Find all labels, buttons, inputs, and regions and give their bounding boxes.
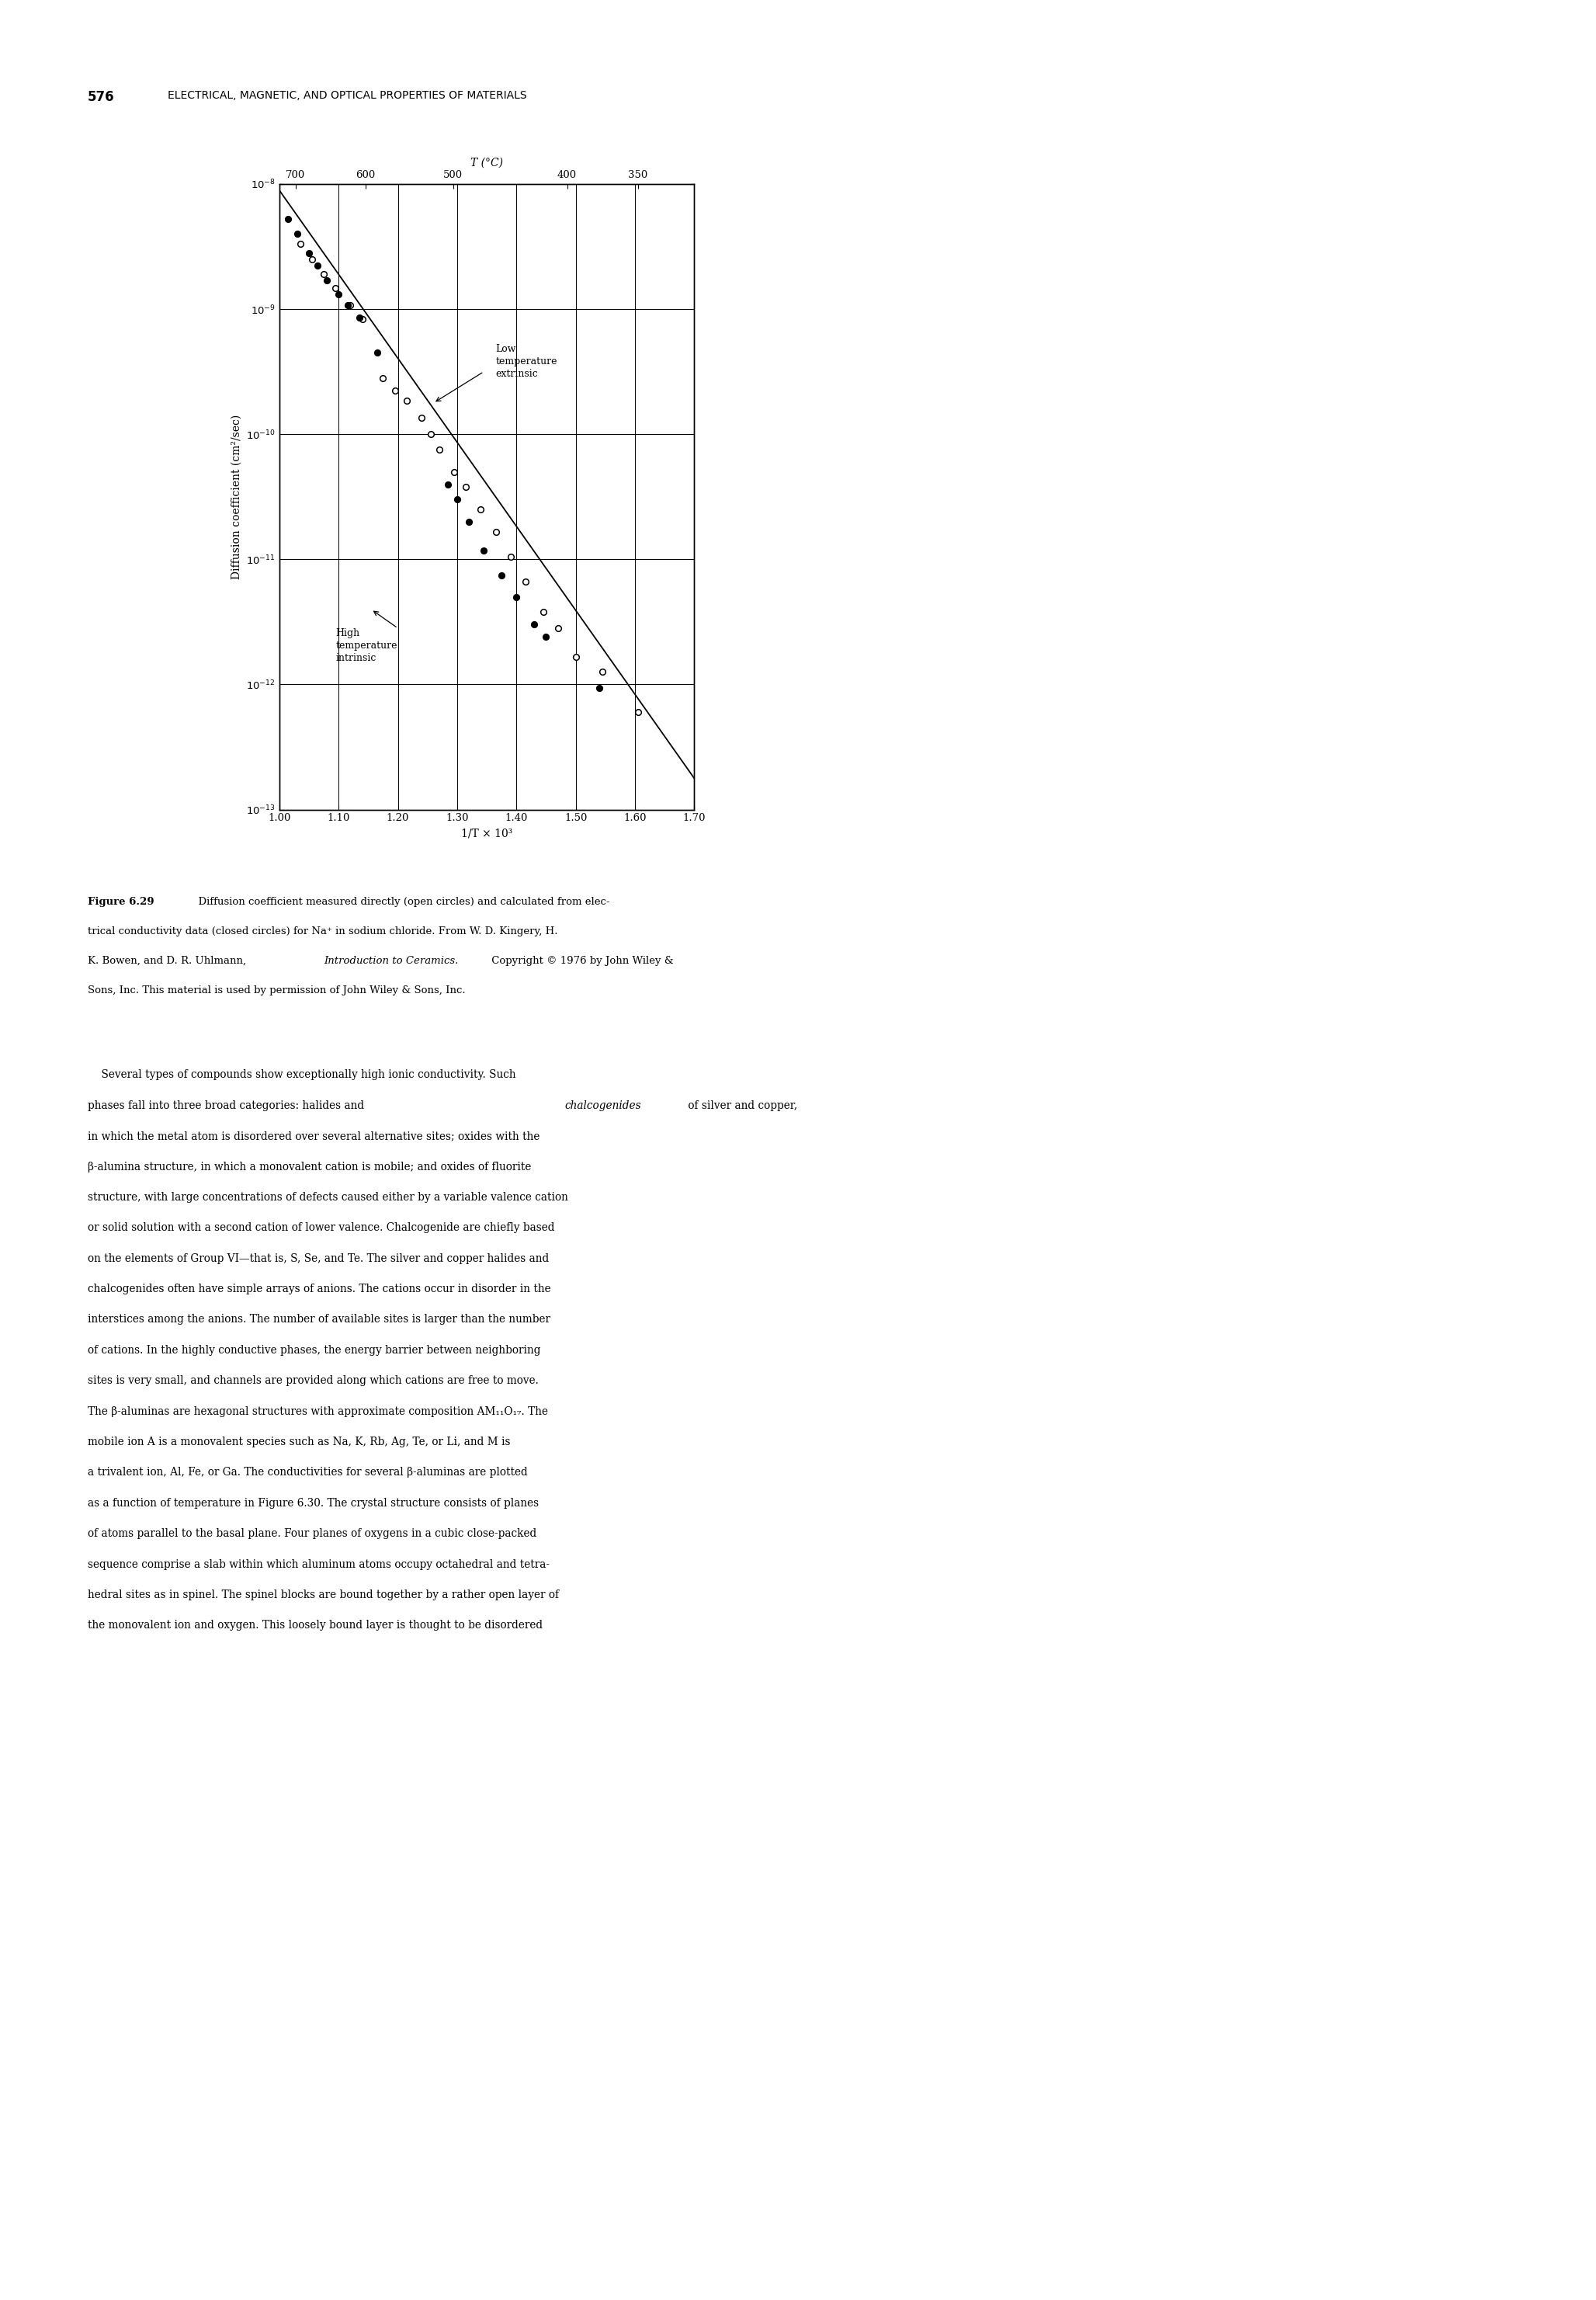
Text: Copyright © 1976 by John Wiley &: Copyright © 1976 by John Wiley &: [488, 957, 674, 966]
Text: sequence comprise a slab within which aluminum atoms occupy octahedral and tetra: sequence comprise a slab within which al…: [88, 1559, 549, 1571]
Text: or solid solution with a second cation of lower valence. Chalcogenide are chiefl: or solid solution with a second cation o…: [88, 1221, 555, 1233]
X-axis label: 1/T × 10³: 1/T × 10³: [461, 828, 512, 839]
X-axis label: T (°C): T (°C): [471, 156, 503, 168]
Text: a trivalent ion, Al, Fe, or Ga. The conductivities for several β-aluminas are pl: a trivalent ion, Al, Fe, or Ga. The cond…: [88, 1467, 528, 1479]
Text: Low
temperature
extrinsic: Low temperature extrinsic: [496, 345, 557, 380]
Text: chalcogenides: chalcogenides: [565, 1099, 642, 1111]
Text: trical conductivity data (closed circles) for Na⁺ in sodium chloride. From W. D.: trical conductivity data (closed circles…: [88, 927, 559, 936]
Text: Several types of compounds show exceptionally high ionic conductivity. Such: Several types of compounds show exceptio…: [88, 1070, 516, 1081]
Text: ELECTRICAL, MAGNETIC, AND OPTICAL PROPERTIES OF MATERIALS: ELECTRICAL, MAGNETIC, AND OPTICAL PROPER…: [168, 90, 527, 101]
Text: Introduction to Ceramics.: Introduction to Ceramics.: [324, 957, 458, 966]
Text: 576: 576: [88, 90, 115, 103]
Text: The β-aluminas are hexagonal structures with approximate composition AM₁₁O₁₇. Th: The β-aluminas are hexagonal structures …: [88, 1405, 547, 1417]
Text: Figure 6.29: Figure 6.29: [88, 897, 155, 906]
Text: of atoms parallel to the basal plane. Four planes of oxygens in a cubic close-pa: of atoms parallel to the basal plane. Fo…: [88, 1527, 536, 1539]
Text: interstices among the anions. The number of available sites is larger than the n: interstices among the anions. The number…: [88, 1313, 551, 1325]
Text: phases fall into three broad categories: halides and: phases fall into three broad categories:…: [88, 1099, 367, 1111]
Text: K. Bowen, and D. R. Uhlmann,: K. Bowen, and D. R. Uhlmann,: [88, 957, 249, 966]
Text: High
temperature
intrinsic: High temperature intrinsic: [335, 628, 397, 662]
Y-axis label: Diffusion coefficient (cm²/sec): Diffusion coefficient (cm²/sec): [231, 414, 241, 580]
Text: in which the metal atom is disordered over several alternative sites; oxides wit: in which the metal atom is disordered ov…: [88, 1132, 539, 1141]
Text: β-alumina structure, in which a monovalent cation is mobile; and oxides of fluor: β-alumina structure, in which a monovale…: [88, 1162, 531, 1173]
Text: on the elements of Group VI—that is, S, Se, and Te. The silver and copper halide: on the elements of Group VI—that is, S, …: [88, 1254, 549, 1265]
Text: mobile ion A is a monovalent species such as Na, K, Rb, Ag, Te, or Li, and M is: mobile ion A is a monovalent species suc…: [88, 1438, 511, 1447]
Text: sites is very small, and channels are provided along which cations are free to m: sites is very small, and channels are pr…: [88, 1375, 539, 1387]
Text: Diffusion coefficient measured directly (open circles) and calculated from elec-: Diffusion coefficient measured directly …: [192, 897, 610, 906]
Text: the monovalent ion and oxygen. This loosely bound layer is thought to be disorde: the monovalent ion and oxygen. This loos…: [88, 1619, 543, 1631]
Text: of silver and copper,: of silver and copper,: [685, 1099, 798, 1111]
Text: chalcogenides often have simple arrays of anions. The cations occur in disorder : chalcogenides often have simple arrays o…: [88, 1283, 551, 1295]
Text: hedral sites as in spinel. The spinel blocks are bound together by a rather open: hedral sites as in spinel. The spinel bl…: [88, 1589, 559, 1601]
Text: of cations. In the highly conductive phases, the energy barrier between neighbor: of cations. In the highly conductive pha…: [88, 1346, 541, 1355]
Text: structure, with large concentrations of defects caused either by a variable vale: structure, with large concentrations of …: [88, 1191, 568, 1203]
Text: Sons, Inc. This material is used by permission of John Wiley & Sons, Inc.: Sons, Inc. This material is used by perm…: [88, 984, 466, 996]
Text: as a function of temperature in Figure 6.30. The crystal structure consists of p: as a function of temperature in Figure 6…: [88, 1497, 539, 1509]
